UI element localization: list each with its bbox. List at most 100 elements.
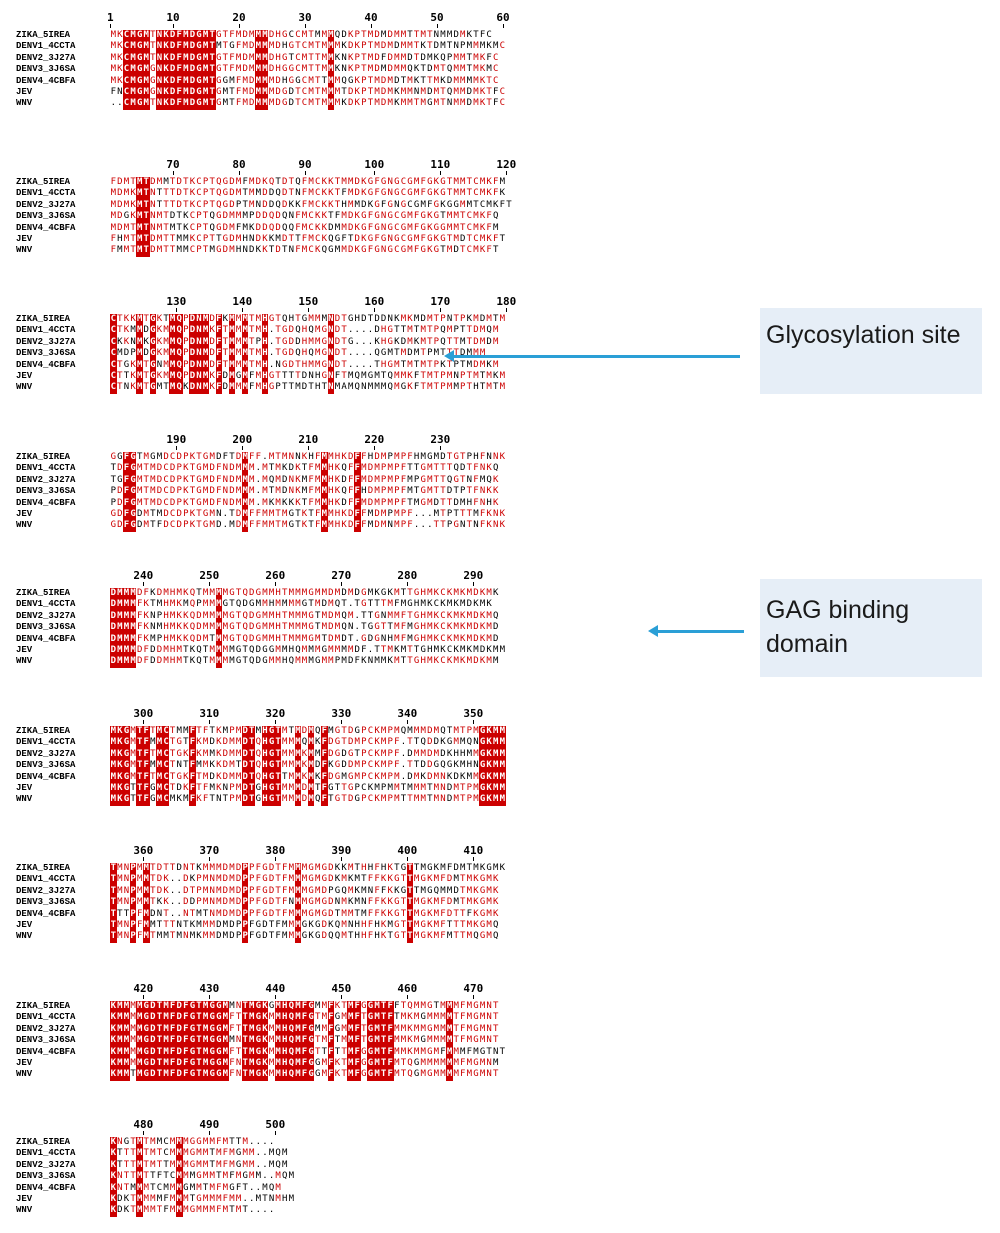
position-tick: 1 (107, 11, 114, 28)
sequence-row: DENV2_3J27A M K C M G M T N K D F M D G M T G T F M D M M M D H G T C… (16, 52, 696, 65)
position-ruler: 70 80 90 100 110 120 (16, 157, 696, 177)
position-tick: 190 (166, 433, 187, 450)
position-tick: 150 (298, 295, 319, 312)
sequence-name: ZIKA_5IREA (16, 863, 71, 873)
sequence-row: DENV4_4CBFA M K G M T F T M C T G K F T M D K D M M D T Q H G T T M M… (16, 771, 696, 783)
sequence-row: ZIKA_5IREA T M N P M M T D T T D N T K M M M D M D P P F G D T F M M M… (16, 863, 696, 875)
sequence-row: DENV3_3J6SA C M D P M D G K M M Q P D N M D F T M M M T M H. T G D Q… (16, 348, 696, 360)
sequence-name: DENV4_4CBFA (16, 771, 76, 782)
sequence-name: DENV2_3J27A (16, 885, 76, 896)
sequence-row: DENV4_4CBFA K N T M M M T C M M M G M M T M F M G F T.. M Q M (16, 1182, 696, 1194)
sequence-row: WNV C T N K M T G M T M Q K D N M K F D M M M F M H G P T T M D T H T N M A M… (16, 382, 696, 394)
sequence-name: ZIKA_5IREA (16, 1001, 71, 1011)
sequence-row: WNV G D F G D M T F D C D P K T G M D. M D M F F M M T M G T K T F M M H K D… (16, 520, 696, 532)
sequence-name: DENV3_3J6SA (16, 622, 76, 633)
sequence-name: DENV4_4CBFA (16, 359, 76, 370)
sequence-row: ZIKA_5IREA G G F G T M G M D C D P K T G M D F T D M F F. M T M N N K… (16, 452, 696, 464)
position-tick: 490 (199, 1118, 220, 1135)
alignment-block: 420 430 440 450 460 470 ZIKA_5IREA K M M M M G D T M F D F… (16, 981, 696, 1081)
sequence-row: WNV K M M T M G D T M F D F G T M G G M F N T M G K M M H Q M F G G M F K T M… (16, 1069, 696, 1081)
sequence-name: DENV4_4CBFA (16, 908, 76, 919)
sequence-row: DENV1_4CCTA K T T T M T M T C M M M G M M T M F M G M M.. M Q M (16, 1148, 696, 1160)
alignment-block: 1 10 20 30 40 50 60 ZIKA_5IREA M K C M G M T N K D F M D G M T G… (16, 10, 696, 110)
position-ruler: 360 370 380 390 400 410 (16, 843, 696, 863)
alignment-block: 240 250 260 270 280 290 ZIKA_5IREA D M M M D F K D M H M K… (16, 568, 696, 668)
sequence-name: DENV1_4CCTA (16, 1012, 76, 1023)
sequence-row: DENV2_3J27A T G F G M T M D C D P K T G M D F N D M M M. M Q M D N K… (16, 474, 696, 487)
sequence-row: DENV4_4CBFA M D M T M T N M T M T K C P T Q G D M F M K D D Q D Q Q F… (16, 222, 696, 234)
sequence-row: ZIKA_5IREA C T K K M T G K T M Q P D N M D F K M M M T M H G T Q H T G… (16, 314, 696, 326)
sequence-name: DENV4_4CBFA (16, 633, 76, 644)
sequence-row: JEV F H M T M T D M T T M M K C P T T G D M H N D K K M D T T F M C K Q G F T… (16, 233, 696, 246)
position-ruler: 420 430 440 450 460 470 (16, 981, 696, 1001)
sequence-row: JEV M K G T T F G M C T D K F T F M K N P M D T G H G T M M M D M T F G T T G… (16, 782, 696, 795)
sequence-name: JEV (16, 86, 33, 97)
sequence-row: DENV4_4CBFA D M M M F K M P H M K K Q D M T M M G T Q D G M M H T M M… (16, 633, 696, 645)
sequence-row: DENV1_4CCTA M D M K M T N T T T D T K C P T Q G D M T M M D D Q D T N… (16, 188, 696, 200)
sequence-row: WNV F M M T M T D M T T M M C P T M G D M H N D K K T D T N F M C K Q G M M D… (16, 245, 696, 257)
alignment-block: 360 370 380 390 400 410 ZIKA_5IREA T M N P M M T D T T D N… (16, 843, 696, 943)
sequence-row: JEV K M M M M G D T M F D F G T M G G M F N T M G K M M H Q M F G G M F K T M… (16, 1057, 696, 1070)
alignment-block: 190 200 210 220 230 ZIKA_5IREA G G F G T M G M D C D P K T G… (16, 432, 696, 532)
position-tick: 20 (232, 11, 246, 28)
sequence-row: ZIKA_5IREA K N G T M T M M C M M M G G M M F M T T M.... (16, 1137, 696, 1149)
sequence-row: WNV M K G T T F G M C M K M F K F T N T P M D T G H G T M M M D M Q F T G T D… (16, 794, 696, 806)
position-tick: 230 (430, 433, 451, 450)
position-tick: 360 (133, 844, 154, 861)
position-tick: 220 (364, 433, 385, 450)
position-tick: 80 (232, 158, 246, 175)
position-tick: 120 (496, 158, 517, 175)
sequence-name: DENV3_3J6SA (16, 64, 76, 75)
position-tick: 100 (364, 158, 385, 175)
position-tick: 260 (265, 569, 286, 586)
sequence-row: DENV3_3J6SA M K G M T F M M C T N T F M M K K D M T D T Q H G T M M M… (16, 760, 696, 772)
sequence-row: DENV3_3J6SA T M N P M M T K K.. D D P M N M D M D P P F G D T F N M… (16, 897, 696, 909)
sequence-row: JEV F N C M G M G N K D F M D G M T G M T F M D M M M D G D T C M T M M M T D… (16, 86, 696, 99)
position-tick: 60 (496, 11, 510, 28)
sequence-name: DENV3_3J6SA (16, 897, 76, 908)
position-tick: 330 (331, 707, 352, 724)
sequence-name: DENV2_3J27A (16, 336, 76, 347)
position-tick: 310 (199, 707, 220, 724)
sequence-row: WNV K D K T M M M T F M M M G M M M F M T M T.... (16, 1205, 696, 1217)
position-tick: 420 (133, 982, 154, 999)
sequence-name: WNV (16, 245, 33, 256)
position-tick: 250 (199, 569, 220, 586)
sequence-name: ZIKA_5IREA (16, 1137, 71, 1147)
position-tick: 350 (463, 707, 484, 724)
sequence-row: DENV1_4CCTA D M M M F K T M H M K M Q P M M M G T Q D G M M H M M M M… (16, 599, 696, 611)
sequence-name: JEV (16, 919, 33, 930)
sequence-row: DENV2_3J27A K T T T M T M T T M M M G M M T M F M G M M.. M Q M (16, 1159, 696, 1172)
sequence-row: DENV4_4CBFA P D F G M T M D C D P K T G M D F N D M M M. M K M K K K… (16, 497, 696, 509)
sequence-name: DENV4_4CBFA (16, 1182, 76, 1193)
sequence-name: DENV1_4CCTA (16, 325, 76, 336)
position-tick: 30 (298, 11, 312, 28)
sequence-row: DENV2_3J27A K M M M M G D T M F D F G T M G G M F T T M G K M M H Q M… (16, 1023, 696, 1036)
